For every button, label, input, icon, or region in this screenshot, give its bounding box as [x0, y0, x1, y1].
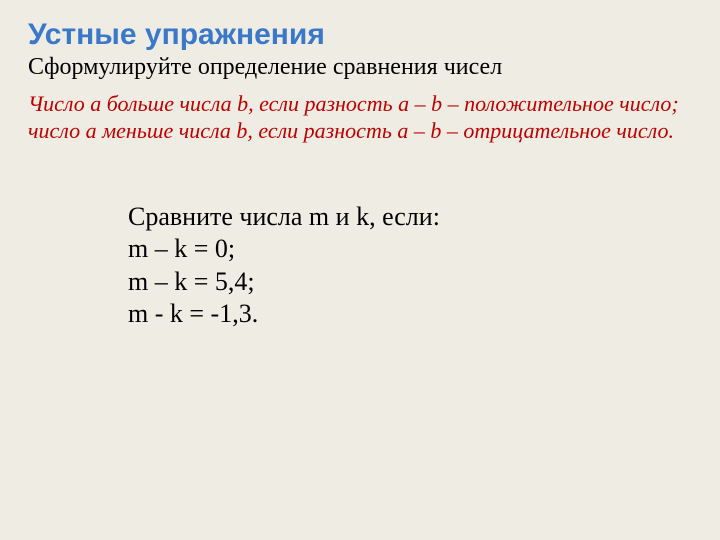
slide-subtitle: Сформулируйте определение сравнения чисе… — [28, 54, 692, 81]
task-block: Сравните числа m и k, если: m – k = 0; m… — [128, 201, 692, 331]
task-line-1: m – k = 0; — [128, 233, 692, 266]
slide: Устные упражнения Сформулируйте определе… — [0, 0, 720, 540]
definition-line-2: число а меньше числа b, если разность а … — [28, 118, 688, 145]
slide-title: Устные упражнения — [28, 18, 692, 52]
task-line-2: m – k = 5,4; — [128, 266, 692, 299]
task-prompt: Сравните числа m и k, если: — [128, 201, 692, 234]
definition-line-1: Число а больше числа b, если разность а … — [28, 91, 688, 118]
task-line-3: m - k = -1,3. — [128, 298, 692, 331]
definition-block: Число а больше числа b, если разность а … — [28, 91, 688, 145]
